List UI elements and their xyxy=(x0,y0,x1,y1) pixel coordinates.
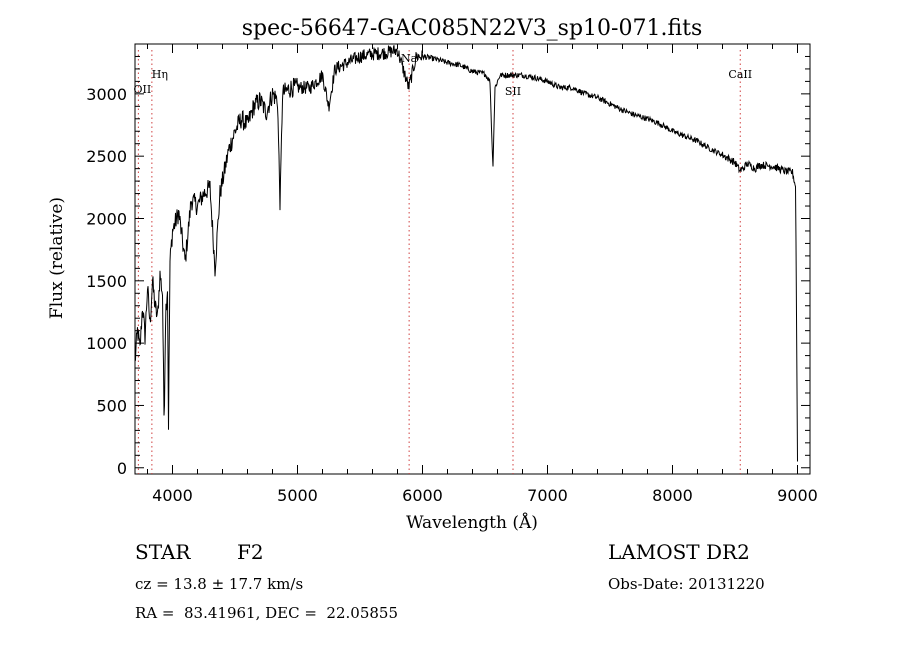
object-type: STAR xyxy=(135,540,191,564)
object-subclass: F2 xyxy=(237,540,264,564)
spectral-line-label: SII xyxy=(505,85,521,98)
y-tick-label: 1500 xyxy=(86,272,127,291)
chart-title: spec-56647-GAC085N22V3_sp10-071.fits xyxy=(242,16,703,41)
y-tick-label: 2000 xyxy=(86,209,127,228)
coordinates: RA = 83.41961, DEC = 22.05855 xyxy=(135,604,399,622)
spectral-line-label: Hη xyxy=(152,68,168,81)
spectrum-line xyxy=(134,45,798,462)
y-tick-label: 1000 xyxy=(86,334,127,353)
x-tick-label: 7000 xyxy=(527,486,568,505)
x-tick-label: 4000 xyxy=(152,486,193,505)
y-tick-label: 2500 xyxy=(86,147,127,166)
spectral-line-label: OII xyxy=(134,83,152,96)
plot-frame xyxy=(134,43,811,475)
x-axis-label: Wavelength (Å) xyxy=(406,512,538,533)
y-tick-label: 3000 xyxy=(86,85,127,104)
y-axis-label: Flux (relative) xyxy=(47,197,67,319)
spectral-line-label: Na xyxy=(401,52,418,65)
y-tick-label: 500 xyxy=(96,396,127,415)
survey-name: LAMOST DR2 xyxy=(608,540,750,564)
y-tick-label: 0 xyxy=(117,459,127,478)
observation-date: Obs-Date: 20131220 xyxy=(608,575,765,593)
spectral-line-label: CaII xyxy=(728,68,752,81)
x-tick-label: 8000 xyxy=(652,486,693,505)
redshift-velocity: cz = 13.8 ± 17.7 km/s xyxy=(135,575,304,593)
x-tick-label: 9000 xyxy=(777,486,818,505)
x-tick-label: 6000 xyxy=(402,486,443,505)
x-tick-label: 5000 xyxy=(277,486,318,505)
